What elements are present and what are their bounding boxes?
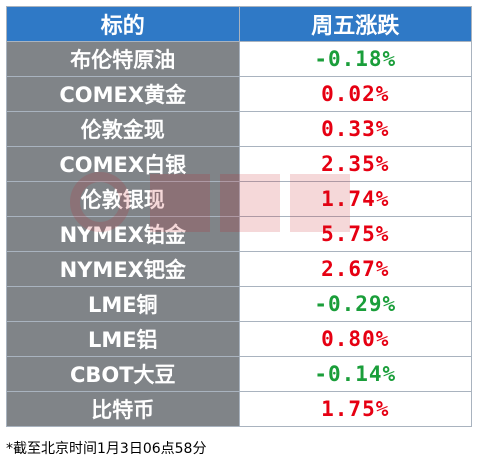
asset-name: LME铜 [6, 286, 240, 322]
table-row: NYMEX铂金 5.75% [6, 216, 472, 252]
asset-name: NYMEX钯金 [6, 251, 240, 287]
change-value: 2.67% [238, 251, 472, 287]
change-value: 0.02% [238, 76, 472, 112]
table-row: 伦敦银现 1.74% [6, 181, 472, 217]
change-value: 1.75% [238, 391, 472, 427]
change-value: 0.80% [238, 321, 472, 357]
asset-name: CBOT大豆 [6, 356, 240, 392]
price-change-table-container: 标的 周五涨跌 布伦特原油 -0.18% COMEX黄金 0.02% 伦敦金现 0.33%… [6, 6, 472, 427]
table-row: CBOT大豆 -0.14% [6, 356, 472, 392]
table-row: NYMEX钯金 2.67% [6, 251, 472, 287]
table-row: LME铝 0.80% [6, 321, 472, 357]
footnote: *截至北京时间1月3日06点58分 [6, 441, 207, 457]
header-asset: 标的 [6, 6, 240, 42]
table-row: COMEX黄金 0.02% [6, 76, 472, 112]
asset-name: COMEX白银 [6, 146, 240, 182]
change-value: 2.35% [238, 146, 472, 182]
table-row: COMEX白银 2.35% [6, 146, 472, 182]
header-friday-change: 周五涨跌 [238, 6, 472, 42]
change-value: -0.14% [238, 356, 472, 392]
asset-name: 伦敦金现 [6, 111, 240, 147]
change-value: 0.33% [238, 111, 472, 147]
asset-name: LME铝 [6, 321, 240, 357]
change-value: -0.29% [238, 286, 472, 322]
asset-name: COMEX黄金 [6, 76, 240, 112]
table-header-row: 标的 周五涨跌 [6, 6, 472, 42]
table-row: 伦敦金现 0.33% [6, 111, 472, 147]
table-row: 比特币 1.75% [6, 391, 472, 427]
table-body: 布伦特原油 -0.18% COMEX黄金 0.02% 伦敦金现 0.33% COMEX白银 2… [6, 41, 472, 427]
change-value: 1.74% [238, 181, 472, 217]
asset-name: NYMEX铂金 [6, 216, 240, 252]
table-row: 布伦特原油 -0.18% [6, 41, 472, 77]
price-change-table: 标的 周五涨跌 布伦特原油 -0.18% COMEX黄金 0.02% 伦敦金现 0.33%… [6, 6, 472, 427]
change-value: -0.18% [238, 41, 472, 77]
asset-name: 布伦特原油 [6, 41, 240, 77]
change-value: 5.75% [238, 216, 472, 252]
asset-name: 比特币 [6, 391, 240, 427]
asset-name: 伦敦银现 [6, 181, 240, 217]
table-row: LME铜 -0.29% [6, 286, 472, 322]
